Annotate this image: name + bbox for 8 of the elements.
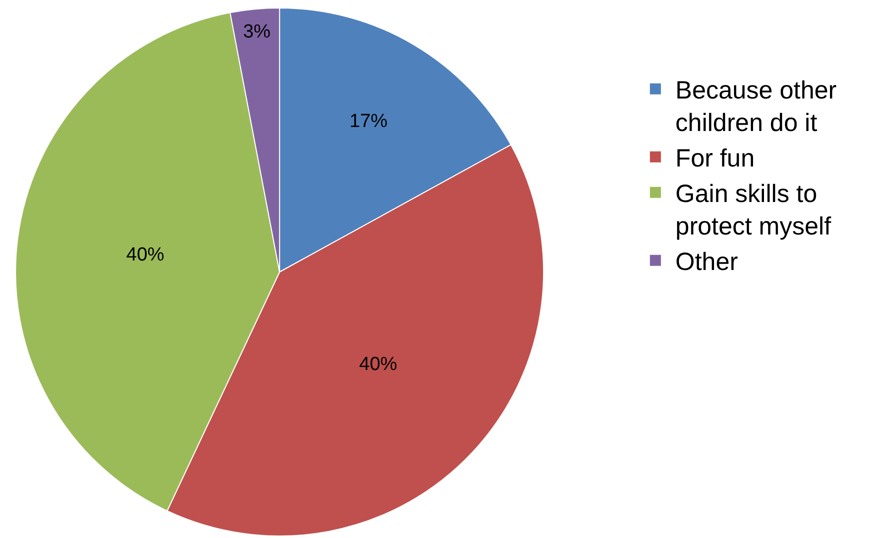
legend-label: For fun <box>675 144 755 173</box>
legend-label: Because other children do it <box>675 76 837 138</box>
data-label: 40% <box>359 354 398 376</box>
legend-label: Other <box>675 248 738 276</box>
data-label: 3% <box>243 21 271 42</box>
data-label: 40% <box>126 244 164 266</box>
legend-label: Gain skills to protect myself <box>675 180 832 241</box>
data-label: 17% <box>350 110 388 132</box>
